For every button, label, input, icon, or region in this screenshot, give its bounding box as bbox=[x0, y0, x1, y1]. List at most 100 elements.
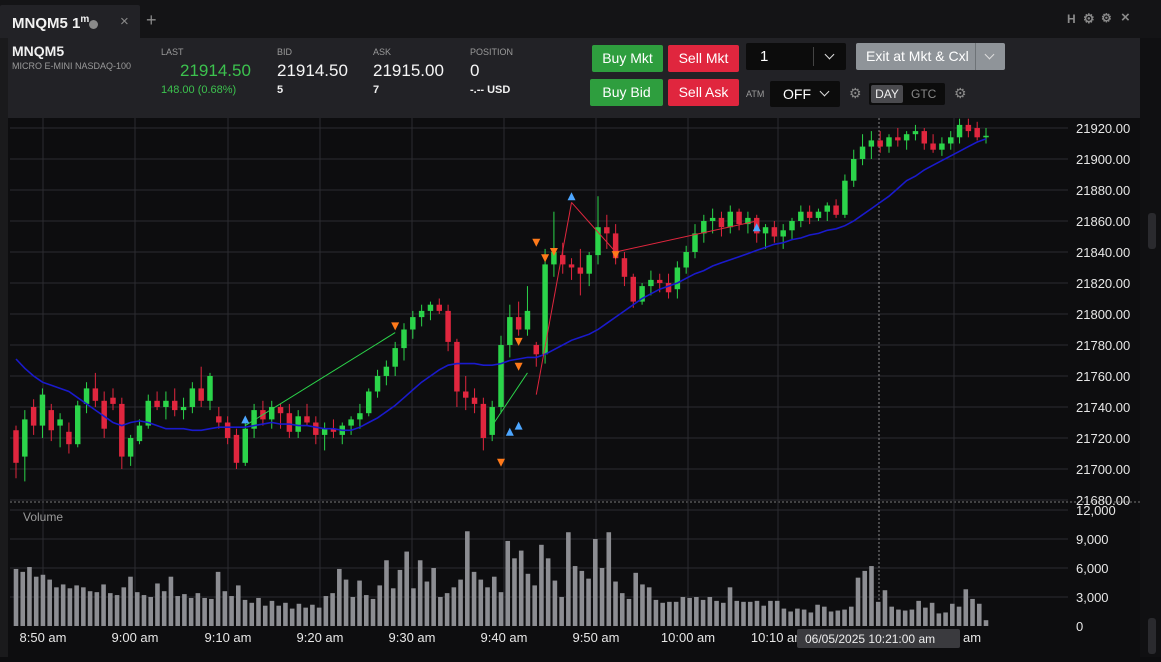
position-pnl: -.-- USD bbox=[470, 84, 511, 96]
candle-body bbox=[974, 128, 980, 138]
candle-body bbox=[136, 425, 143, 442]
volume-bar bbox=[182, 594, 187, 626]
candle-body bbox=[22, 419, 28, 457]
sell-market-button[interactable]: Sell Mkt bbox=[668, 45, 739, 72]
candle-body bbox=[480, 403, 487, 438]
volume-bar bbox=[74, 585, 79, 626]
candle-body bbox=[462, 391, 469, 398]
candle-body bbox=[709, 217, 716, 221]
quantity-selector[interactable]: 1 bbox=[746, 43, 846, 70]
volume-bar bbox=[983, 620, 989, 626]
price-tick-label: 21820.00 bbox=[1076, 276, 1130, 291]
add-tab-icon[interactable]: + bbox=[146, 10, 157, 30]
candle-body bbox=[877, 140, 883, 147]
atm-selector[interactable]: OFF bbox=[770, 81, 840, 107]
tif-gear-icon[interactable]: ⚙ bbox=[954, 85, 967, 101]
candle-body bbox=[533, 345, 540, 355]
candle-body bbox=[127, 438, 134, 457]
settings-icon[interactable]: ⚙ bbox=[1101, 11, 1112, 25]
price-chart[interactable]: 21920.00 21900.00 21880.00 21860.00 21840.00… bbox=[8, 118, 1140, 657]
volume-bar bbox=[882, 590, 888, 626]
time-tick-label: 9:30 am bbox=[389, 630, 436, 645]
volume-bar bbox=[431, 568, 436, 626]
volume-bar bbox=[485, 587, 490, 626]
volume-bar bbox=[242, 599, 248, 626]
candle-body bbox=[815, 211, 822, 218]
volume-bar bbox=[714, 600, 719, 626]
candle-body bbox=[145, 400, 152, 426]
volume-bar bbox=[337, 568, 342, 626]
h-button[interactable]: H bbox=[1067, 12, 1076, 26]
volume-bar bbox=[323, 596, 329, 626]
candle-body bbox=[824, 205, 831, 212]
chevron-down-icon[interactable] bbox=[819, 86, 830, 97]
time-tick-label: 8:50 am bbox=[20, 630, 67, 645]
gear-icon[interactable]: ⚙ bbox=[1083, 11, 1095, 26]
volume-bar bbox=[175, 596, 180, 626]
volume-bar bbox=[923, 607, 928, 626]
candle-body bbox=[956, 124, 963, 138]
candle-body bbox=[216, 416, 222, 423]
chart-svg[interactable]: 21920.00 21900.00 21880.00 21860.00 21840.00… bbox=[8, 118, 1140, 657]
volume-bar bbox=[552, 580, 558, 626]
volume-bar bbox=[411, 588, 416, 626]
scroll-thumb[interactable] bbox=[1148, 213, 1156, 249]
volume-bar bbox=[613, 581, 618, 626]
candle-body bbox=[895, 137, 901, 141]
close-tab-icon[interactable]: × bbox=[120, 13, 129, 30]
ask-price: 21915.00 bbox=[373, 61, 444, 80]
chart-tab[interactable]: MNQM5 1m × bbox=[0, 5, 140, 38]
volume-bar bbox=[754, 600, 760, 626]
candle-body bbox=[983, 135, 989, 138]
volume-bar bbox=[680, 597, 686, 626]
price-tick-label: 21900.00 bbox=[1076, 152, 1130, 167]
price-tick-label: 21700.00 bbox=[1076, 462, 1130, 477]
sell-ask-button[interactable]: Sell Ask bbox=[668, 79, 739, 106]
volume-bar bbox=[862, 570, 868, 626]
left-toolbar bbox=[0, 38, 8, 657]
candle-body bbox=[947, 137, 954, 144]
volume-bar bbox=[963, 589, 969, 626]
volume-bar bbox=[889, 606, 894, 626]
price-tick-label: 21880.00 bbox=[1076, 183, 1130, 198]
buy-market-button[interactable]: Buy Mkt bbox=[592, 45, 663, 72]
candle-body bbox=[859, 146, 866, 159]
atm-gear-icon[interactable]: ⚙ bbox=[849, 85, 862, 101]
candle-body bbox=[30, 407, 37, 426]
volume-bar bbox=[512, 558, 517, 626]
tif-day[interactable]: DAY bbox=[871, 85, 903, 103]
candle-body bbox=[833, 205, 839, 215]
exit-button[interactable]: Exit at Mkt & Cxl bbox=[856, 43, 1005, 70]
candle-body bbox=[233, 434, 240, 463]
tif-gtc[interactable]: GTC bbox=[911, 87, 937, 101]
volume-bar bbox=[33, 576, 39, 626]
time-in-force-toggle[interactable]: DAY GTC bbox=[869, 83, 945, 105]
candle-body bbox=[842, 180, 848, 215]
volume-tick-label: 3,000 bbox=[1076, 590, 1109, 605]
candle-body bbox=[313, 422, 319, 435]
last-label: LAST bbox=[161, 47, 184, 57]
time-tick-label: 10:10 am bbox=[751, 630, 805, 645]
chevron-down-icon[interactable] bbox=[984, 49, 995, 60]
candle-body bbox=[762, 227, 769, 234]
scroll-thumb-lower[interactable] bbox=[1148, 618, 1156, 654]
volume-bar bbox=[707, 597, 713, 626]
candle-body bbox=[401, 329, 407, 349]
candle-body bbox=[48, 410, 55, 431]
candle-body bbox=[656, 279, 663, 283]
chevron-down-icon[interactable] bbox=[824, 49, 835, 60]
close-window-icon[interactable]: × bbox=[1121, 9, 1130, 26]
right-scrollbar[interactable] bbox=[1140, 38, 1161, 657]
trade-marker bbox=[752, 223, 761, 232]
candle-body bbox=[286, 413, 293, 432]
candle-body bbox=[74, 405, 81, 445]
volume-bar bbox=[404, 551, 409, 626]
volume-bar bbox=[148, 597, 154, 626]
volume-bar bbox=[673, 601, 679, 626]
trade-link bbox=[615, 220, 757, 253]
buy-bid-button[interactable]: Buy Bid bbox=[590, 79, 663, 106]
volume-bar bbox=[451, 587, 457, 626]
price-tick-label: 21800.00 bbox=[1076, 307, 1130, 322]
ask-size: 7 bbox=[373, 84, 380, 96]
candle-body bbox=[57, 419, 63, 426]
